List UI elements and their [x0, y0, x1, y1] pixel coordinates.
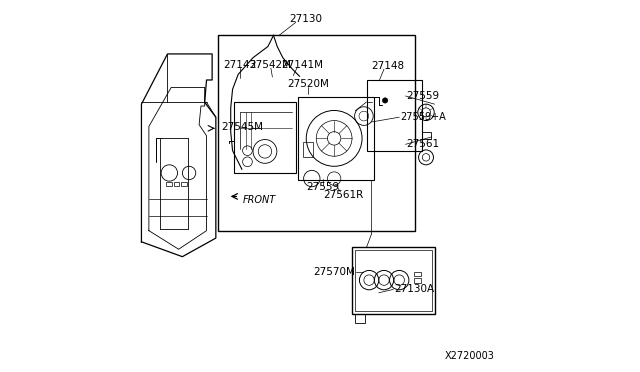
Text: 27542M: 27542M: [249, 60, 291, 70]
Text: 27143: 27143: [223, 60, 257, 70]
Bar: [174, 182, 179, 186]
Text: 27559: 27559: [406, 91, 440, 101]
Bar: [351, 247, 435, 314]
Text: 27545M: 27545M: [221, 122, 264, 132]
Text: FRONT: FRONT: [243, 195, 276, 205]
Text: 27559+A: 27559+A: [400, 112, 445, 122]
Bar: [234, 102, 296, 173]
Bar: [367, 80, 422, 151]
Text: 27141M: 27141M: [281, 60, 323, 70]
Bar: [181, 182, 187, 186]
Text: X2720003: X2720003: [445, 351, 495, 361]
Text: 27570M: 27570M: [313, 267, 355, 276]
Text: 27561: 27561: [406, 140, 440, 149]
Bar: [422, 132, 431, 139]
Bar: [298, 97, 374, 180]
Bar: [413, 272, 421, 276]
Text: 27130A: 27130A: [394, 285, 435, 294]
Bar: [218, 35, 415, 231]
Text: 27130: 27130: [289, 15, 323, 24]
Text: 27148: 27148: [371, 61, 404, 71]
Text: 27561R: 27561R: [323, 190, 363, 200]
Bar: [166, 182, 172, 186]
Bar: [413, 278, 421, 283]
Text: 27520M: 27520M: [287, 80, 329, 89]
Bar: [355, 314, 365, 323]
Text: 27559: 27559: [307, 183, 340, 192]
Circle shape: [383, 98, 388, 103]
Bar: [303, 142, 312, 157]
Bar: [355, 250, 433, 311]
